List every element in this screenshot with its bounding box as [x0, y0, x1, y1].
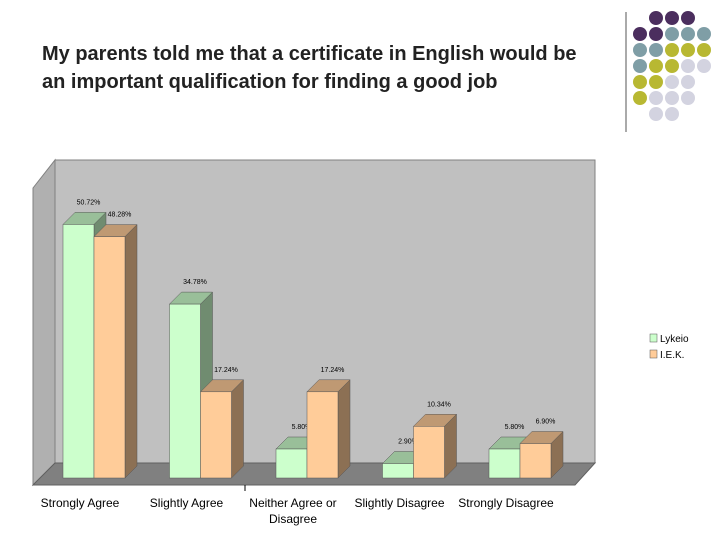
bar — [412, 413, 458, 479]
value-label: 2.90% — [398, 439, 418, 446]
value-label: 50.72% — [77, 199, 101, 206]
bar-front — [306, 391, 339, 479]
legend-label: I.E.K. — [660, 350, 684, 361]
bar-side — [124, 223, 138, 479]
bar-front — [93, 236, 126, 479]
bar-front — [200, 391, 232, 479]
value-label: 5.80% — [505, 424, 525, 431]
decor-dots — [633, 11, 711, 121]
bar-front — [275, 448, 308, 479]
x-tick-label: Strongly Agree — [40, 496, 120, 510]
value-label: 34.78% — [183, 279, 207, 286]
slide-title: My parents told me that a certificate in… — [42, 43, 577, 93]
x-tick-label: Neither Agree or Disagree — [249, 496, 337, 526]
bar — [199, 379, 245, 479]
x-tick-label: Slightly Agree — [149, 496, 224, 510]
value-label: 6.90% — [536, 419, 556, 426]
bar-front — [519, 443, 552, 479]
value-label: 48.28% — [108, 212, 132, 219]
legend-swatch — [649, 333, 658, 343]
bar — [519, 430, 564, 479]
legend-label: Lykeio — [660, 334, 689, 345]
bar-front — [169, 303, 201, 479]
bar-front — [488, 448, 521, 479]
x-tick-label: Strongly Disagree — [458, 496, 554, 510]
bar-front — [62, 224, 95, 479]
value-label: 17.24% — [321, 367, 345, 374]
bar — [93, 223, 138, 479]
bar-side — [337, 379, 351, 479]
value-label: 5.80% — [292, 424, 312, 431]
bar-front — [413, 426, 445, 479]
bar-side — [231, 379, 244, 479]
bar-front — [382, 463, 414, 479]
x-tick-label: Slightly Disagree — [354, 496, 445, 510]
bar — [306, 379, 351, 479]
value-label: 17.24% — [214, 367, 238, 374]
value-label: 10.34% — [427, 401, 451, 408]
legend-swatch — [649, 349, 658, 359]
side-wall — [32, 158, 56, 487]
